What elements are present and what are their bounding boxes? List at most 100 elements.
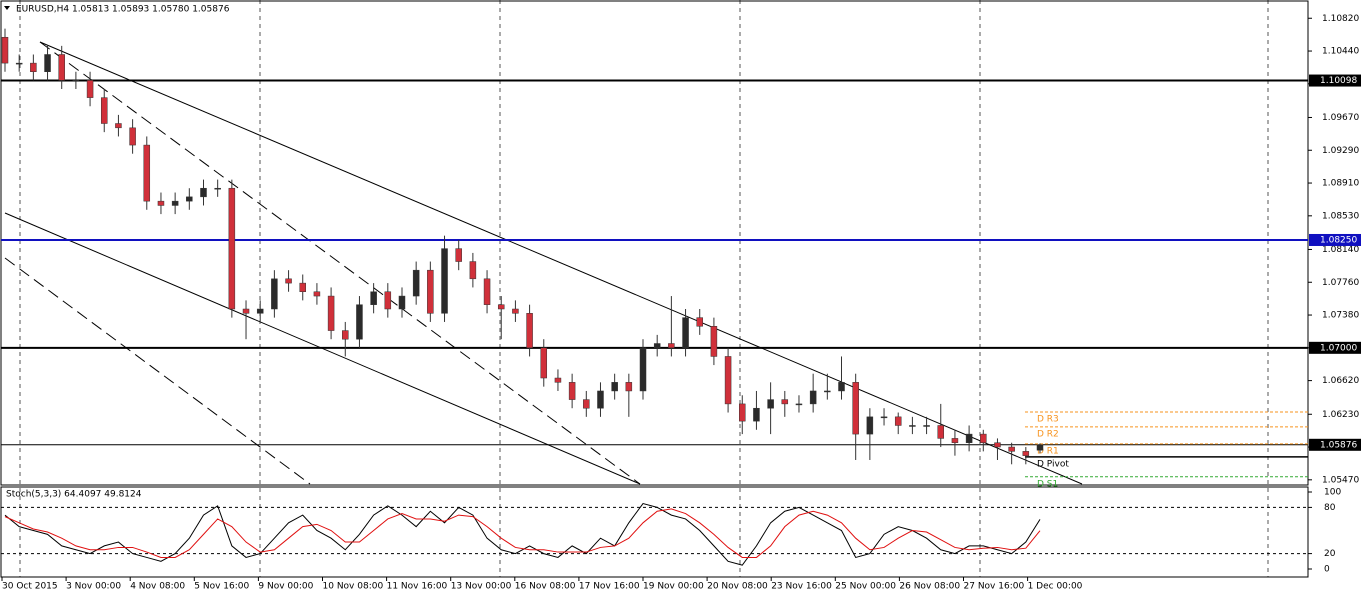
candle-body [299, 282, 306, 292]
price-label: 1.10098 [1320, 76, 1357, 86]
candle-body [228, 187, 236, 310]
candle-body [753, 407, 760, 422]
x-tick-label: 10 Nov 08:00 [323, 582, 384, 592]
price-label: 1.05876 [1320, 440, 1357, 450]
x-tick-label: 9 Nov 00:00 [258, 582, 313, 592]
candle-body [271, 278, 278, 310]
stoch-tick-label: 0 [1324, 565, 1330, 575]
candle-body [512, 308, 519, 314]
x-tick-label: 11 Nov 16:00 [387, 582, 448, 592]
candle-body [412, 269, 420, 297]
candle-body [1, 36, 9, 64]
pivot-label: D Pivot [1037, 459, 1069, 469]
candle-body [809, 390, 817, 405]
trendlines [4, 41, 1083, 485]
candle-body [15, 62, 23, 65]
price-label: 1.08250 [1320, 235, 1357, 245]
stoch-tick-label: 20 [1324, 549, 1336, 559]
x-tick-label: 30 Oct 2015 [2, 582, 58, 592]
x-tick-label: 19 Nov 00:00 [643, 582, 704, 592]
candle-body [540, 347, 548, 379]
candle-body [242, 308, 250, 314]
candle-body [710, 326, 718, 357]
x-tick-label: 25 Nov 00:00 [835, 582, 896, 592]
stoch-line [4, 508, 1041, 558]
x-tick-label: 5 Nov 16:00 [194, 582, 249, 592]
candle-body [72, 80, 80, 82]
candle-body [866, 416, 874, 435]
candle-body [143, 144, 151, 202]
y-tick-label: 1.07760 [1322, 278, 1359, 288]
price-label-box [1309, 341, 1361, 354]
candle-body [696, 317, 703, 327]
candle-body [880, 416, 888, 419]
candle-body [157, 200, 165, 206]
candle-body [44, 54, 51, 72]
candle-body [653, 343, 661, 349]
candle-body [639, 347, 647, 392]
x-tick-label: 27 Nov 16:00 [964, 582, 1025, 592]
candle-body [200, 187, 207, 198]
x-tick-label: 26 Nov 08:00 [899, 582, 960, 592]
pivot-label: D R1 [1037, 446, 1059, 456]
candle-body [356, 304, 363, 340]
x-tick-label: 1 Dec 00:00 [1028, 582, 1083, 592]
stoch-tick-label: 80 [1324, 503, 1336, 513]
candle-body [214, 187, 221, 190]
candle-body [682, 317, 689, 349]
candle-body [30, 62, 37, 72]
candle-body [838, 382, 845, 392]
candle-body [497, 304, 505, 310]
candle-body [427, 269, 434, 314]
candle-body [1008, 446, 1015, 452]
candle-body [583, 399, 590, 409]
candle-body [980, 433, 987, 443]
y-tick-label: 1.10820 [1322, 14, 1359, 24]
menu-arrow[interactable] [4, 6, 10, 10]
candle-body [483, 278, 491, 305]
candle-body [285, 278, 292, 284]
candle-body [129, 127, 136, 146]
candle-body [455, 248, 462, 262]
stoch-line [4, 502, 1041, 566]
candle-body [469, 261, 477, 280]
candle-body [909, 425, 916, 427]
candle-body [86, 80, 94, 98]
candle-body [852, 382, 859, 435]
pivot-label: D R3 [1037, 415, 1059, 425]
candle-body [937, 425, 945, 439]
candle-body [1036, 444, 1044, 451]
candle-body [441, 248, 448, 314]
candle-body [58, 54, 65, 81]
pivot-label: D R2 [1037, 429, 1059, 439]
candle-body [342, 330, 349, 340]
y-tick-label: 1.08910 [1322, 179, 1359, 189]
y-tick-label: 1.09670 [1322, 113, 1359, 123]
y-tick-label: 1.08140 [1322, 245, 1359, 255]
candle-body [384, 291, 392, 310]
candle-body [327, 295, 335, 331]
candle-body [767, 399, 774, 409]
candle-body [568, 382, 576, 400]
price-label-box [1309, 233, 1361, 246]
y-tick-label: 1.09290 [1322, 146, 1359, 156]
y-tick-label: 1.06620 [1322, 376, 1359, 386]
candle-body [965, 433, 973, 443]
price-label-box [1309, 74, 1361, 87]
candle-body [739, 403, 746, 422]
candle-body [186, 196, 193, 202]
stoch-title: Stoch(5,3,3) 64.4097 49.8124 [6, 490, 142, 500]
main-frame [0, 0, 1309, 486]
y-tick-label: 1.07380 [1322, 311, 1359, 321]
y-tick-label: 1.05470 [1322, 475, 1359, 485]
x-tick-label: 3 Nov 00:00 [66, 582, 121, 592]
y-tick-label: 1.10440 [1322, 47, 1359, 57]
candle-body [824, 390, 831, 393]
price-label: 1.07000 [1320, 343, 1357, 353]
candle-body [1022, 451, 1030, 456]
candle-body [611, 382, 618, 392]
candle-body [256, 308, 264, 314]
stoch-frame [0, 486, 1309, 578]
stoch-tick-label: 100 [1324, 488, 1341, 498]
